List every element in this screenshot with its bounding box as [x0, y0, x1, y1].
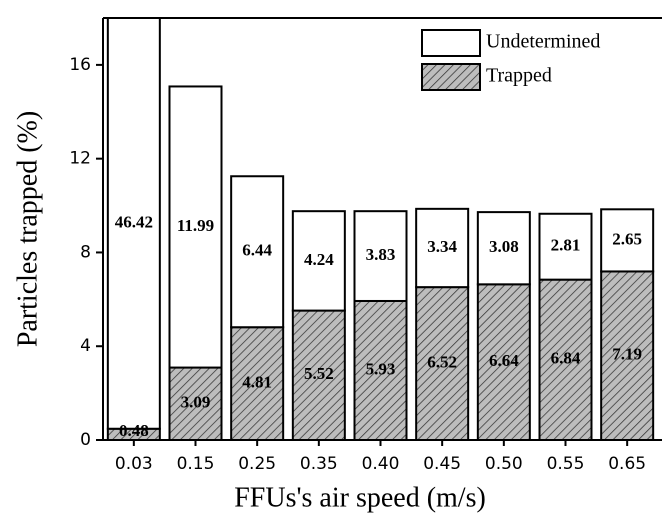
y-tick-label: 0	[80, 430, 91, 450]
data-label: 4.24	[304, 250, 334, 269]
x-axis-label: FFUs's air speed (m/s)	[234, 482, 486, 513]
bar-segment	[415, 286, 470, 441]
plot-area	[106, 18, 655, 441]
bar-segment	[106, 18, 161, 430]
data-label: 2.65	[612, 229, 642, 248]
data-label: 4.81	[242, 373, 272, 392]
bar-segment	[600, 208, 655, 273]
x-tick-label: 0.03	[115, 454, 153, 474]
y-tick-label: 12	[69, 149, 91, 169]
bar-segment	[168, 366, 223, 441]
bar-segment	[415, 207, 470, 289]
legend-swatch	[421, 29, 481, 57]
data-label: 6.64	[489, 351, 519, 370]
x-tick-label: 0.15	[177, 454, 215, 474]
data-label: 3.83	[366, 245, 396, 264]
data-label: 3.08	[489, 237, 519, 256]
legend-label: Trapped	[486, 65, 552, 87]
data-label: 7.19	[612, 345, 642, 364]
data-label: 11.99	[177, 216, 214, 235]
data-label: 6.84	[551, 349, 581, 368]
x-tick-label: 0.25	[238, 454, 276, 474]
bar-segment	[538, 278, 593, 441]
bar-segment	[600, 270, 655, 441]
data-label: 6.44	[242, 241, 272, 260]
y-axis-label: Particles trapped (%)	[12, 111, 43, 347]
data-label: 3.09	[181, 393, 211, 412]
legend-swatch	[421, 63, 481, 91]
data-label: 2.81	[551, 236, 581, 255]
bar-segment	[230, 175, 285, 329]
x-tick-label: 0.40	[362, 454, 400, 474]
data-label: 5.52	[304, 364, 334, 383]
x-tick-label: 0.35	[300, 454, 338, 474]
bar-segment	[168, 85, 223, 369]
legend-label: Undetermined	[486, 31, 600, 53]
y-tick-label: 8	[80, 242, 91, 262]
data-label: 5.93	[366, 359, 396, 378]
x-tick-label: 0.55	[547, 454, 585, 474]
data-label: 46.42	[115, 212, 153, 231]
y-tick-label: 4	[80, 336, 91, 356]
data-label: 6.52	[427, 352, 457, 371]
bar-segment	[538, 212, 593, 281]
x-tick-label: 0.50	[485, 454, 523, 474]
data-label: 0.48	[119, 421, 149, 440]
y-tick-label: 16	[69, 55, 91, 75]
x-tick-label: 0.65	[608, 454, 646, 474]
data-label: 3.34	[427, 237, 457, 256]
x-tick-label: 0.45	[423, 454, 461, 474]
bar-segment	[476, 211, 531, 286]
bar-segment	[291, 210, 346, 312]
bar-segment	[353, 210, 408, 302]
